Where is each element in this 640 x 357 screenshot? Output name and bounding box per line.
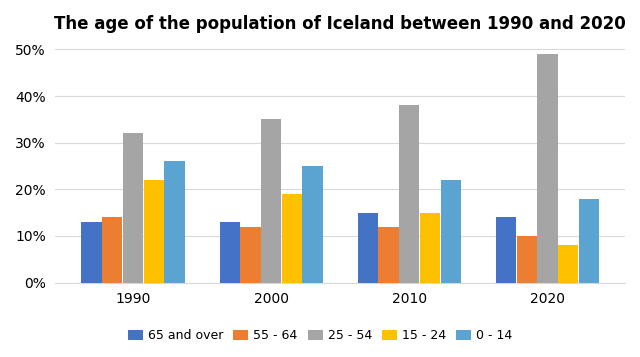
Bar xyxy=(516,236,537,283)
Bar xyxy=(420,213,440,283)
Bar xyxy=(102,217,122,283)
Bar xyxy=(440,180,461,283)
Bar xyxy=(358,213,378,283)
Bar xyxy=(558,245,579,283)
Title: The age of the population of Iceland between 1990 and 2020: The age of the population of Iceland bet… xyxy=(54,15,626,33)
Bar xyxy=(399,105,419,283)
Bar xyxy=(81,222,102,283)
Bar xyxy=(538,54,557,283)
Bar xyxy=(240,227,260,283)
Bar xyxy=(143,180,164,283)
Bar xyxy=(261,119,282,283)
Bar xyxy=(282,194,302,283)
Bar xyxy=(220,222,240,283)
Bar xyxy=(496,217,516,283)
Legend: 65 and over, 55 - 64, 25 - 54, 15 - 24, 0 - 14: 65 and over, 55 - 64, 25 - 54, 15 - 24, … xyxy=(123,324,517,347)
Bar xyxy=(123,134,143,283)
Bar xyxy=(303,166,323,283)
Bar xyxy=(579,198,599,283)
Bar xyxy=(378,227,399,283)
Bar xyxy=(164,161,184,283)
